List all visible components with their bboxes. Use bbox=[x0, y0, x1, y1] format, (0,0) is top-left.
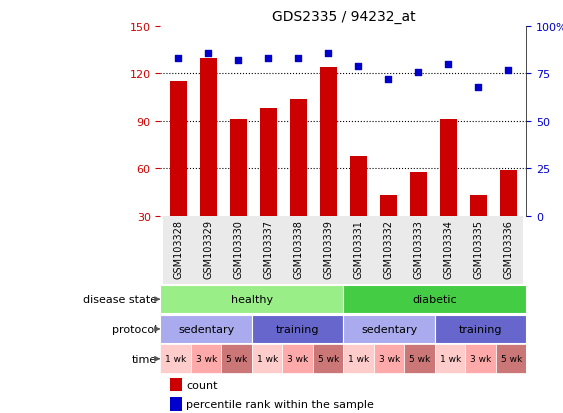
Point bbox=[174, 56, 183, 62]
Bar bbox=[410, 172, 427, 216]
Bar bbox=[191, 344, 221, 373]
Text: 1 wk: 1 wk bbox=[440, 354, 461, 363]
Bar bbox=[470, 196, 486, 216]
Text: protocol: protocol bbox=[112, 324, 158, 334]
Bar bbox=[224, 216, 253, 285]
Bar bbox=[200, 58, 217, 216]
Text: sedentary: sedentary bbox=[361, 324, 417, 334]
Bar bbox=[290, 100, 307, 216]
Bar bbox=[252, 344, 283, 373]
Bar bbox=[434, 216, 463, 285]
Bar bbox=[343, 216, 373, 285]
Bar bbox=[435, 344, 466, 373]
Text: disease state: disease state bbox=[83, 294, 158, 304]
Bar bbox=[374, 344, 404, 373]
Bar bbox=[221, 344, 252, 373]
Bar bbox=[169, 377, 182, 392]
Point bbox=[354, 63, 363, 70]
Text: diabetic: diabetic bbox=[413, 294, 457, 304]
Bar bbox=[343, 285, 526, 314]
Bar bbox=[160, 285, 343, 314]
Bar bbox=[380, 196, 397, 216]
Point bbox=[294, 56, 303, 62]
Text: percentile rank within the sample: percentile rank within the sample bbox=[186, 399, 374, 409]
Bar bbox=[500, 171, 517, 216]
Text: sedentary: sedentary bbox=[178, 324, 234, 334]
Bar bbox=[373, 216, 404, 285]
Point bbox=[264, 56, 273, 62]
Bar bbox=[260, 109, 276, 216]
Bar bbox=[404, 216, 434, 285]
Text: 3 wk: 3 wk bbox=[195, 354, 217, 363]
Bar bbox=[283, 344, 313, 373]
Text: 3 wk: 3 wk bbox=[470, 354, 491, 363]
Bar bbox=[160, 315, 252, 344]
Bar bbox=[440, 120, 457, 216]
Text: 1 wk: 1 wk bbox=[165, 354, 186, 363]
Bar bbox=[320, 68, 337, 216]
Bar bbox=[466, 344, 496, 373]
Text: 5 wk: 5 wk bbox=[409, 354, 430, 363]
Text: healthy: healthy bbox=[231, 294, 273, 304]
Text: 5 wk: 5 wk bbox=[318, 354, 339, 363]
Bar bbox=[435, 315, 526, 344]
Bar bbox=[343, 315, 435, 344]
Bar bbox=[252, 315, 343, 344]
Bar bbox=[314, 216, 343, 285]
Title: GDS2335 / 94232_at: GDS2335 / 94232_at bbox=[271, 10, 415, 24]
Bar bbox=[253, 216, 283, 285]
Text: 1 wk: 1 wk bbox=[257, 354, 278, 363]
Point bbox=[414, 69, 423, 76]
Point bbox=[384, 77, 393, 83]
Bar bbox=[283, 216, 314, 285]
Bar bbox=[169, 397, 182, 411]
Text: time: time bbox=[132, 354, 158, 364]
Bar bbox=[350, 157, 367, 216]
Bar bbox=[343, 344, 374, 373]
Text: 1 wk: 1 wk bbox=[348, 354, 369, 363]
Text: 3 wk: 3 wk bbox=[378, 354, 400, 363]
Bar bbox=[493, 216, 524, 285]
Point bbox=[324, 50, 333, 57]
Text: 5 wk: 5 wk bbox=[226, 354, 247, 363]
Point bbox=[444, 62, 453, 68]
Bar bbox=[230, 120, 247, 216]
Bar bbox=[313, 344, 343, 373]
Text: count: count bbox=[186, 380, 218, 390]
Point bbox=[474, 84, 483, 91]
Text: training: training bbox=[276, 324, 319, 334]
Bar bbox=[170, 82, 187, 216]
Point bbox=[204, 50, 213, 57]
Bar bbox=[463, 216, 493, 285]
Bar bbox=[496, 344, 526, 373]
Text: training: training bbox=[459, 324, 502, 334]
Point bbox=[504, 67, 513, 74]
Bar bbox=[163, 216, 194, 285]
Bar bbox=[194, 216, 224, 285]
Bar bbox=[160, 344, 191, 373]
Text: 5 wk: 5 wk bbox=[501, 354, 522, 363]
Text: 3 wk: 3 wk bbox=[287, 354, 309, 363]
Point bbox=[234, 58, 243, 64]
Bar bbox=[404, 344, 435, 373]
